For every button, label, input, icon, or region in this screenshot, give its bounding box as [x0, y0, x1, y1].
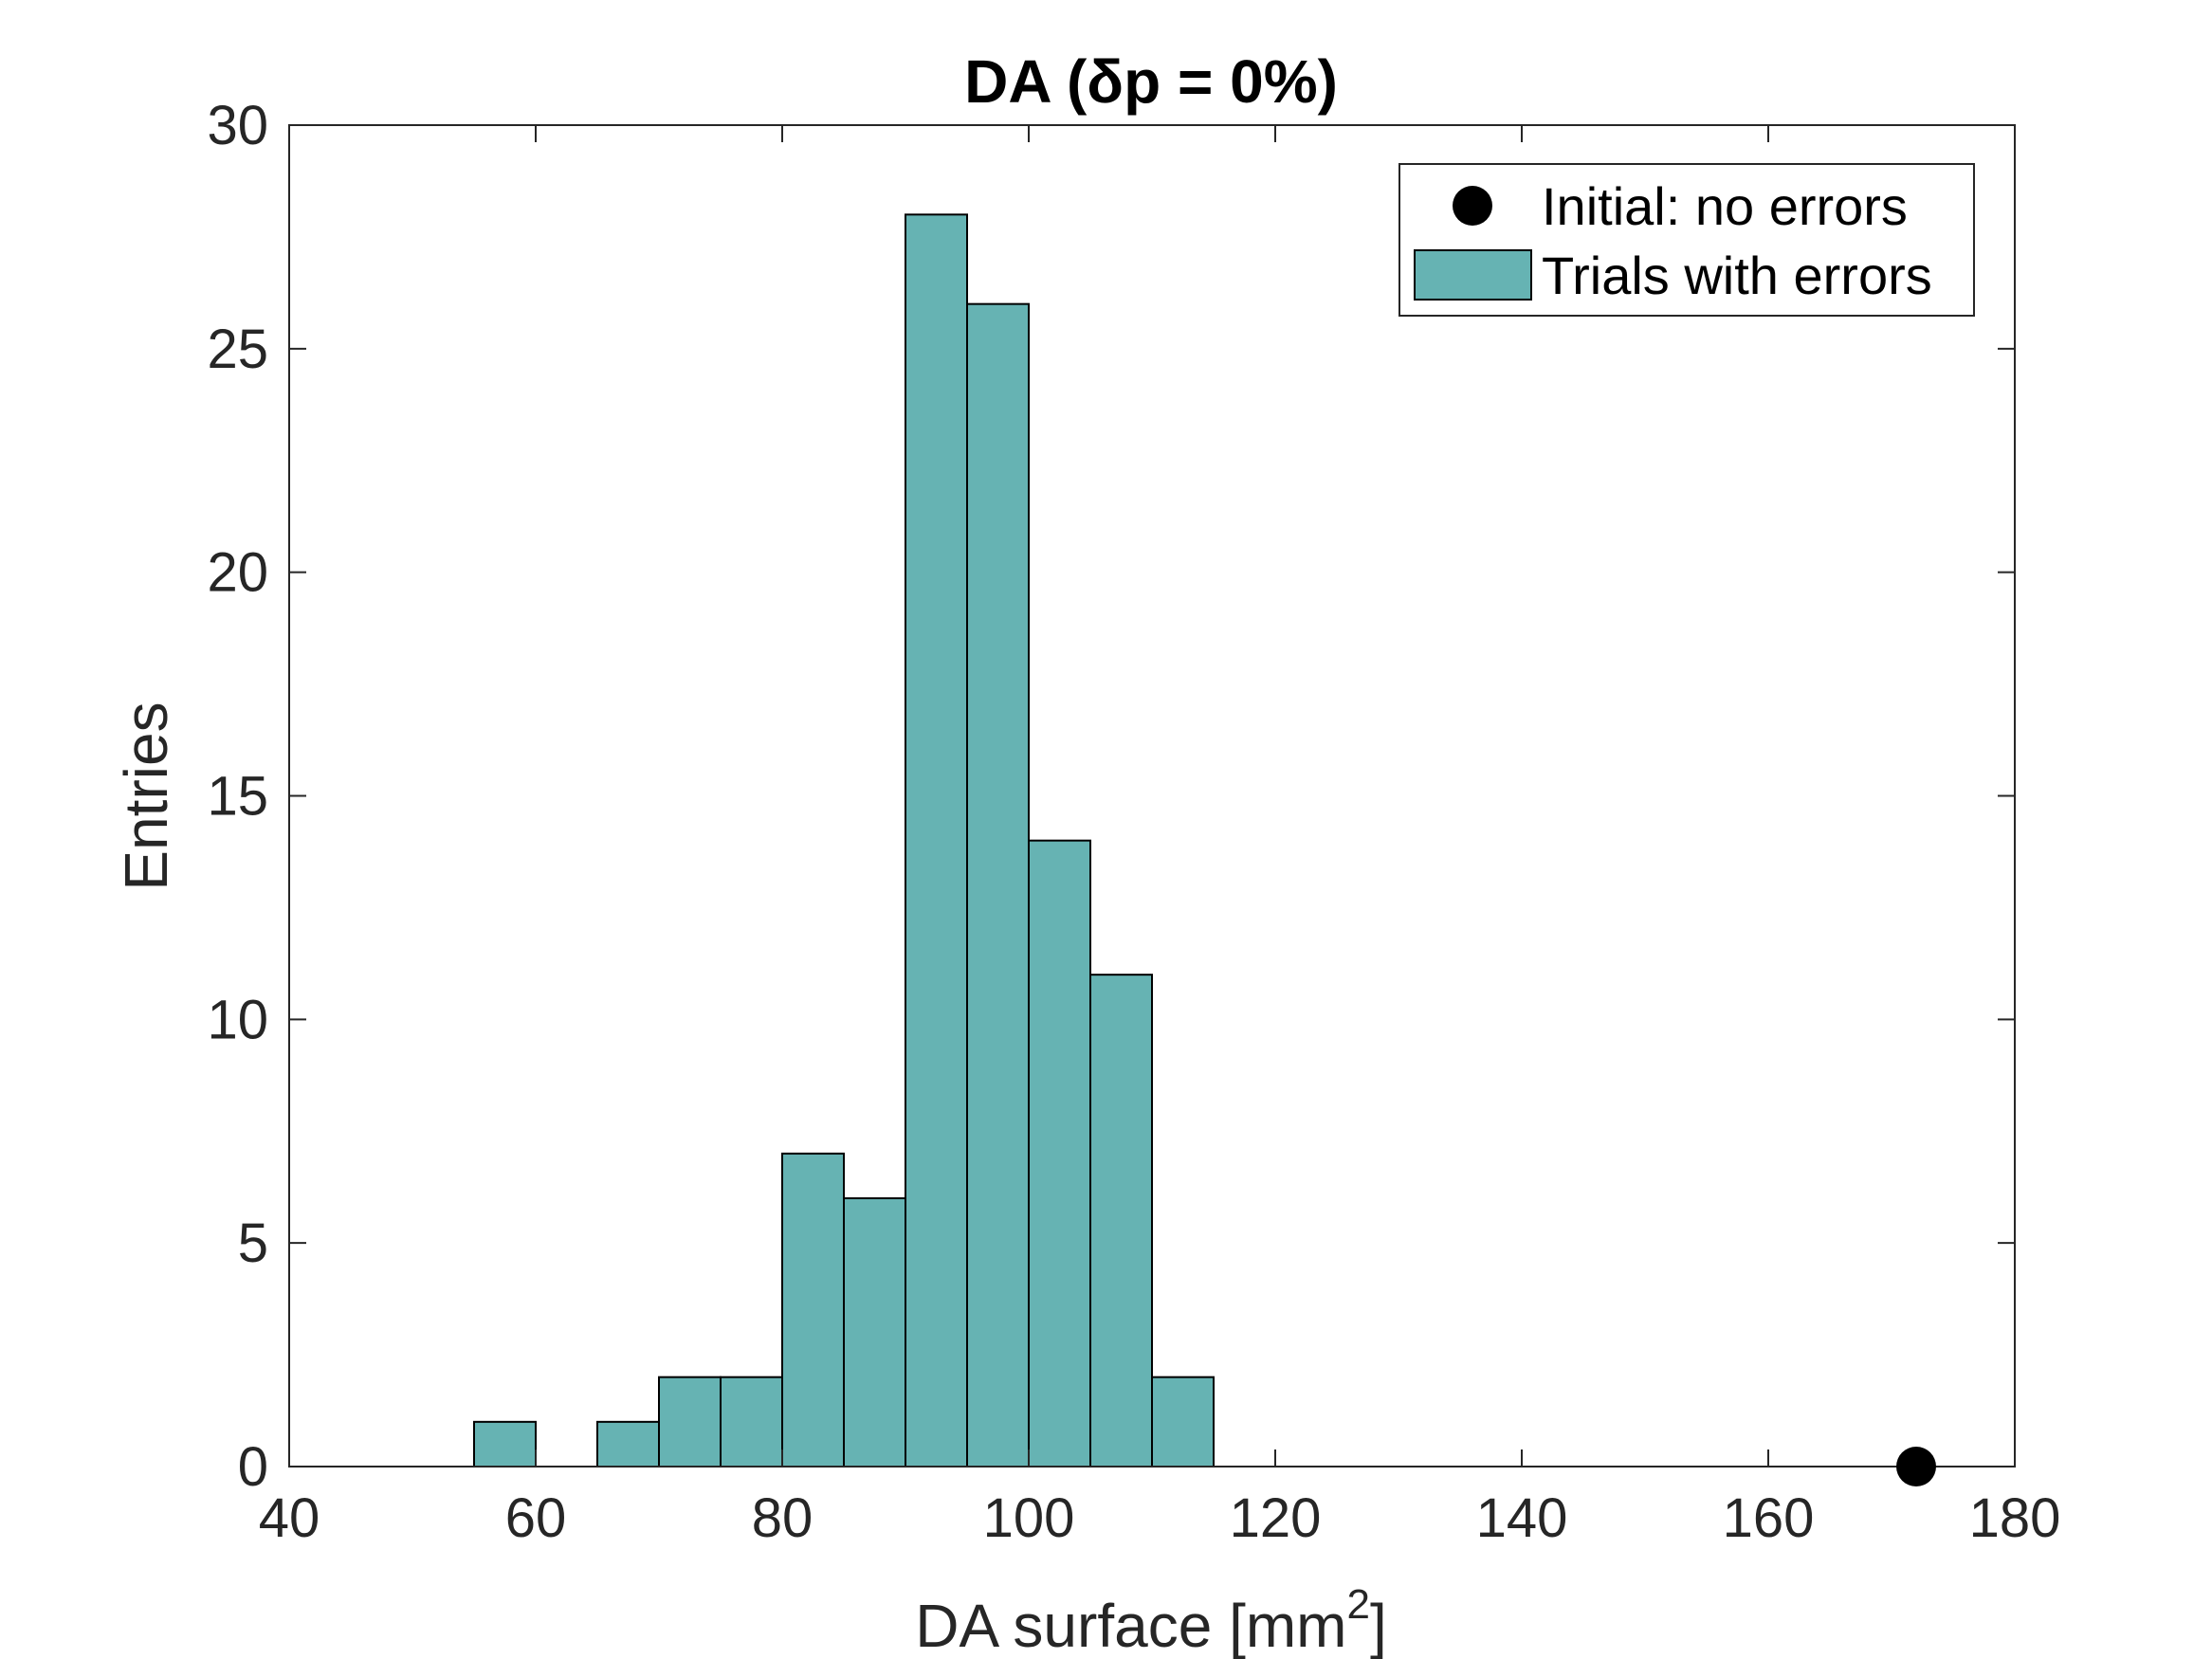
- histogram-bar: [473, 1420, 537, 1468]
- legend-box: [1398, 163, 1975, 317]
- x-tick-label: 60: [505, 1487, 567, 1549]
- x-tick-label: 140: [1476, 1487, 1568, 1549]
- histogram-bar: [1151, 1376, 1215, 1468]
- x-tick-label: 120: [1230, 1487, 1322, 1549]
- x-tick-label: 40: [259, 1487, 320, 1549]
- histogram-bar: [1028, 839, 1091, 1468]
- initial-point-marker: [1896, 1447, 1936, 1486]
- ticks-layer: 40 60 80 100 120 140 160 180 0 5 10 15 20 25 30: [207, 95, 2060, 1549]
- histogram-bar: [843, 1197, 906, 1468]
- legend-marker-initial: [1453, 186, 1492, 226]
- x-axis-label-close: ]: [1370, 1592, 1387, 1659]
- legend-label-trials: Trials with errors: [1542, 246, 1932, 305]
- x-axis-label-superscript: 2: [1346, 1581, 1369, 1628]
- points-layer: [1896, 1447, 1936, 1486]
- x-tick-label: 100: [983, 1487, 1075, 1549]
- legend: Initial: no errors Trials with errors: [1398, 163, 1975, 317]
- histogram-bar: [781, 1152, 845, 1468]
- chart-title: DA (δp = 0%): [964, 47, 1338, 116]
- legend-label-initial: Initial: no errors: [1542, 176, 1908, 236]
- bars-layer: [473, 213, 1215, 1468]
- y-tick-label: 5: [238, 1212, 268, 1274]
- x-tick-label: 180: [1969, 1487, 2061, 1549]
- y-tick-label: 20: [207, 542, 268, 604]
- x-axis-label: DA surface [mm2]: [915, 1581, 1386, 1659]
- histogram-bar: [1089, 974, 1153, 1468]
- y-tick-label: 30: [207, 95, 268, 156]
- histogram-bar: [720, 1376, 783, 1468]
- y-tick-label: 25: [207, 319, 268, 380]
- histogram-bar: [596, 1420, 660, 1468]
- y-tick-label: 15: [207, 766, 268, 828]
- histogram-bar: [905, 213, 968, 1468]
- x-axis-label-base: DA surface [mm: [915, 1592, 1346, 1659]
- y-tick-label: 10: [207, 989, 268, 1050]
- histogram-bar: [966, 302, 1030, 1468]
- x-tick-label: 160: [1723, 1487, 1815, 1549]
- legend-swatch-trials: [1414, 249, 1532, 301]
- x-tick-label: 80: [752, 1487, 814, 1549]
- histogram-bar: [658, 1376, 722, 1468]
- y-axis-label: Entries: [112, 702, 180, 890]
- y-tick-label: 0: [238, 1436, 268, 1498]
